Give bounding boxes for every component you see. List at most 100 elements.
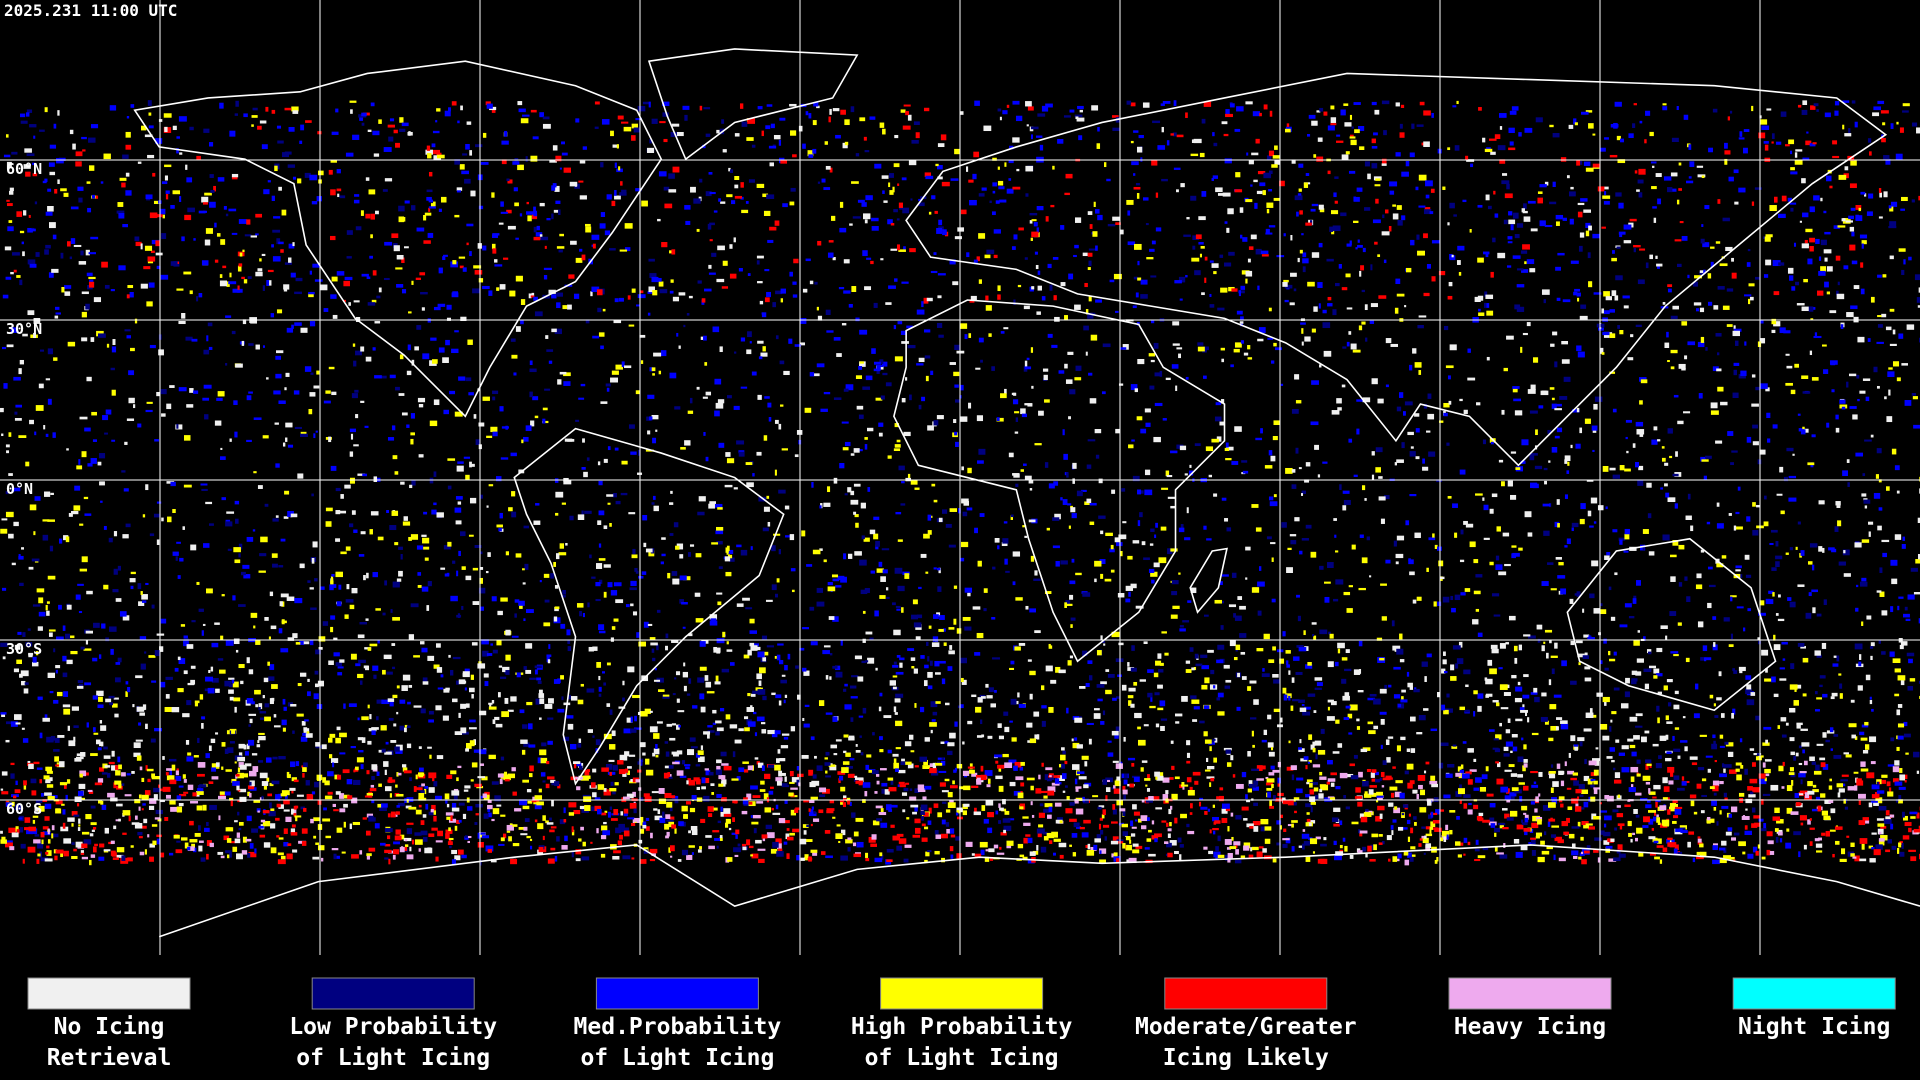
speckle xyxy=(1119,347,1127,350)
speckle xyxy=(366,276,371,279)
speckle xyxy=(1346,307,1353,310)
speckle xyxy=(205,753,210,759)
speckle xyxy=(1392,204,1397,207)
speckle xyxy=(1372,219,1381,224)
speckle xyxy=(1850,699,1855,703)
speckle xyxy=(907,114,912,121)
speckle xyxy=(469,150,473,156)
speckle xyxy=(704,288,712,292)
speckle xyxy=(1027,659,1032,662)
speckle xyxy=(833,337,841,341)
speckle xyxy=(1503,753,1510,757)
speckle xyxy=(530,420,535,427)
speckle xyxy=(827,252,834,258)
speckle xyxy=(607,582,613,588)
speckle xyxy=(1904,606,1908,611)
speckle xyxy=(1485,294,1494,299)
speckle xyxy=(1381,158,1387,164)
speckle xyxy=(1665,492,1670,498)
speckle xyxy=(1357,244,1363,248)
speckle xyxy=(1172,343,1180,346)
speckle xyxy=(750,546,753,551)
speckle xyxy=(873,516,880,520)
speckle xyxy=(1629,218,1637,222)
speckle xyxy=(1716,502,1720,507)
speckle xyxy=(525,609,534,614)
speckle xyxy=(827,586,836,592)
speckle xyxy=(14,644,21,650)
speckle xyxy=(201,196,209,203)
speckle xyxy=(25,112,30,117)
speckle xyxy=(1319,364,1322,368)
speckle xyxy=(1460,529,1464,535)
speckle xyxy=(1650,161,1657,164)
speckle xyxy=(894,423,899,428)
speckle xyxy=(404,724,408,728)
speckle xyxy=(1217,307,1225,311)
speckle xyxy=(1507,480,1513,487)
speckle xyxy=(699,693,705,700)
speckle xyxy=(178,320,186,325)
speckle xyxy=(612,493,617,498)
speckle xyxy=(142,704,147,710)
speckle xyxy=(1557,252,1565,256)
speckle xyxy=(362,473,368,477)
speckle xyxy=(1047,263,1052,269)
speckle xyxy=(1484,302,1487,308)
speckle xyxy=(1225,679,1232,683)
speckle xyxy=(579,248,583,252)
speckle xyxy=(438,347,445,353)
speckle xyxy=(1423,110,1431,116)
speckle xyxy=(1004,558,1008,565)
speckle xyxy=(1181,695,1188,702)
speckle xyxy=(1142,102,1150,108)
speckle xyxy=(1601,186,1609,190)
speckle xyxy=(534,415,539,419)
speckle xyxy=(559,167,562,170)
speckle xyxy=(201,630,204,636)
speckle xyxy=(1493,190,1496,195)
speckle xyxy=(1589,593,1595,599)
speckle xyxy=(410,413,415,419)
speckle xyxy=(1600,147,1606,152)
speckle xyxy=(1640,379,1648,384)
speckle xyxy=(703,431,706,436)
speckle xyxy=(1485,194,1490,201)
speckle xyxy=(115,677,121,683)
speckle xyxy=(1076,117,1085,122)
speckle xyxy=(189,290,193,295)
speckle xyxy=(1451,607,1456,613)
speckle xyxy=(42,534,49,541)
speckle xyxy=(391,425,396,431)
speckle xyxy=(500,457,509,460)
speckle xyxy=(1706,521,1711,525)
speckle xyxy=(1834,101,1840,106)
speckle xyxy=(1713,305,1719,310)
speckle xyxy=(642,101,651,105)
speckle xyxy=(1796,722,1803,726)
speckle xyxy=(803,670,810,676)
speckle xyxy=(648,258,655,262)
speckle xyxy=(1612,529,1618,533)
speckle xyxy=(1522,244,1530,250)
speckle xyxy=(181,313,186,319)
speckle xyxy=(1137,520,1141,527)
speckle xyxy=(478,278,484,283)
speckle xyxy=(1245,577,1248,580)
speckle xyxy=(716,638,725,644)
speckle xyxy=(1478,312,1485,316)
speckle xyxy=(709,239,713,242)
speckle xyxy=(1881,137,1886,143)
speckle xyxy=(1584,418,1591,424)
speckle xyxy=(35,252,40,257)
speckle xyxy=(1291,159,1296,164)
speckle xyxy=(1475,574,1483,578)
speckle xyxy=(1559,396,1568,400)
speckle xyxy=(1849,183,1857,189)
speckle xyxy=(1237,290,1245,294)
speckle xyxy=(1511,674,1517,679)
speckle xyxy=(843,259,850,264)
speckle xyxy=(1251,730,1254,737)
speckle xyxy=(717,601,722,606)
speckle xyxy=(1917,305,1920,308)
